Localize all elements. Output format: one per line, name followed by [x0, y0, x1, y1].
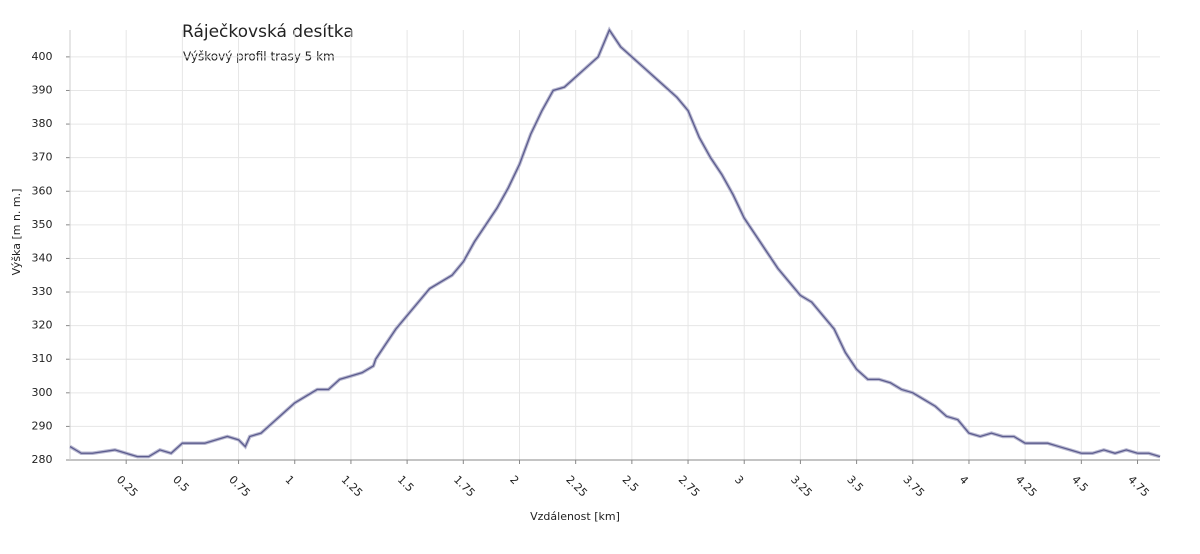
y-tick-label: 360	[32, 184, 53, 197]
x-tick-label: 3.25	[788, 473, 815, 500]
x-axis-label: Vzdálenost [km]	[530, 510, 620, 523]
chart-title: Ráječkovská desítka	[182, 22, 354, 42]
x-tick-label: 4.25	[1013, 473, 1040, 500]
x-tick-label: 1.5	[395, 473, 417, 495]
y-tick-label: 320	[32, 319, 53, 332]
x-tick-label: 1	[282, 473, 296, 487]
x-tick-label: 3	[732, 473, 746, 487]
y-tick-label: 390	[32, 83, 53, 96]
x-tick-label: 0.75	[226, 473, 253, 500]
x-tick-label: 0.5	[170, 473, 192, 495]
x-tick-label: 2	[507, 473, 521, 487]
x-tick-label: 4.5	[1069, 473, 1091, 495]
line	[69, 28, 1161, 458]
y-tick-label: 340	[32, 251, 53, 264]
y-tick-label: 310	[32, 352, 53, 365]
x-tick-label: 0.25	[114, 473, 141, 500]
y-tick-label: 330	[32, 285, 53, 298]
x-tick-label: 3.5	[844, 473, 866, 495]
y-tick-label: 300	[32, 386, 53, 399]
x-tick-label: 4	[957, 473, 971, 487]
y-tick-label: 280	[32, 453, 53, 466]
x-tick-label: 2.75	[676, 473, 703, 500]
x-tick-label: 1.25	[339, 473, 366, 500]
x-tick-label: 3.75	[901, 473, 928, 500]
x-tick-label: 2.25	[563, 473, 590, 500]
y-tick-label: 290	[32, 419, 53, 432]
y-tick-label: 370	[32, 151, 53, 164]
y-tick-label: 380	[32, 117, 53, 130]
x-tick-label: 4.75	[1125, 473, 1152, 500]
y-axis-label: Výška [m n. m.]	[10, 189, 23, 276]
y-tick-label: 400	[32, 50, 53, 63]
x-tick-label: 1.75	[451, 473, 478, 500]
y-tick-label: 350	[32, 218, 53, 231]
x-tick-label: 2.5	[620, 473, 642, 495]
